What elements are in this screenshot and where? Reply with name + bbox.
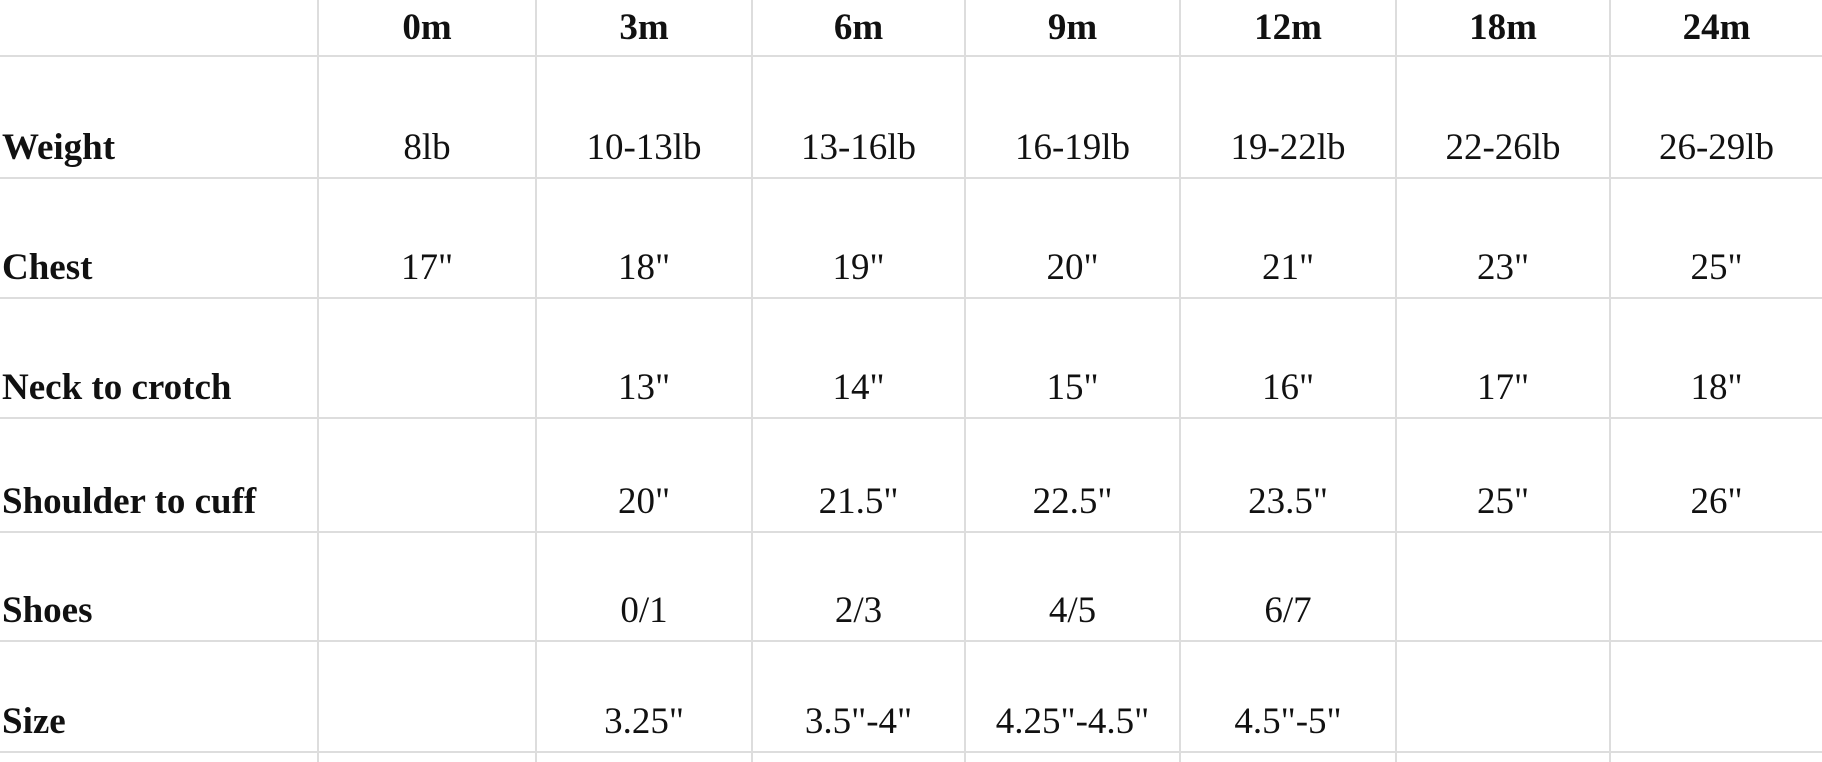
table-cell: 10-13lb: [535, 56, 752, 179]
table-cell: [1395, 532, 1610, 642]
table-cell: 8lb: [317, 56, 536, 179]
column-header-6m: 6m: [751, 0, 965, 57]
table-cell: 25": [1609, 178, 1822, 299]
header-row: 0m 3m 6m 9m 12m 18m 24m: [0, 0, 1822, 57]
table-cell: 21.5": [751, 418, 965, 533]
table-cell: 15": [964, 298, 1180, 419]
table-cell: 17": [317, 178, 536, 299]
table-cell: [1395, 752, 1610, 762]
table-cell: 17": [1395, 298, 1610, 419]
table-cell: [317, 298, 536, 419]
table-cell: [964, 752, 1180, 762]
table-cell: 23.5": [1179, 418, 1396, 533]
table-cell: 2/3: [751, 532, 965, 642]
table-cell: [317, 418, 536, 533]
table-cell: 18": [535, 178, 752, 299]
table-cell: 26": [1609, 418, 1822, 533]
table-cell: 25": [1395, 418, 1610, 533]
table-cell: [1179, 752, 1396, 762]
table-cell: 3.5"-4": [751, 641, 965, 753]
table-cell: 20": [964, 178, 1180, 299]
table-cell: 20": [535, 418, 752, 533]
table-cell: [1609, 532, 1822, 642]
column-header-18m: 18m: [1395, 0, 1610, 57]
table-cell: 14": [751, 298, 965, 419]
table-cell: 4.25"-4.5": [964, 641, 1180, 753]
table-cell: 19": [751, 178, 965, 299]
row-label-weight: Weight: [0, 56, 318, 179]
table-cell: 13": [535, 298, 752, 419]
table-row-weight: Weight 8lb 10-13lb 13-16lb 16-19lb 19-22…: [0, 56, 1822, 179]
column-header-12m: 12m: [1179, 0, 1396, 57]
table-cell: [535, 752, 752, 762]
corner-cell: [0, 0, 318, 57]
table-cell: 16-19lb: [964, 56, 1180, 179]
table-row-shoulder-to-cuff: Shoulder to cuff 20" 21.5" 22.5" 23.5" 2…: [0, 418, 1822, 533]
table-cell: 18": [1609, 298, 1822, 419]
table-cell: 19-22lb: [1179, 56, 1396, 179]
table-row-shoes: Shoes 0/1 2/3 4/5 6/7: [0, 532, 1822, 642]
table-cell: 0/1: [535, 532, 752, 642]
column-header-24m: 24m: [1609, 0, 1822, 57]
row-label-shoes: Shoes: [0, 532, 318, 642]
table-cell: 22-26lb: [1395, 56, 1610, 179]
table-cell: [751, 752, 965, 762]
table-cell: 23": [1395, 178, 1610, 299]
row-label-shoulder-to-cuff: Shoulder to cuff: [0, 418, 318, 533]
table-row-chest: Chest 17" 18" 19" 20" 21" 23" 25": [0, 178, 1822, 299]
table-cell: [1609, 641, 1822, 753]
table-cell: [1395, 641, 1610, 753]
table-row-size: Size 3.25" 3.5"-4" 4.25"-4.5" 4.5"-5": [0, 641, 1822, 753]
row-label-size: Size: [0, 641, 318, 753]
column-header-3m: 3m: [535, 0, 752, 57]
table-cell: 22.5": [964, 418, 1180, 533]
table-cell: 16": [1179, 298, 1396, 419]
table-cell: 21": [1179, 178, 1396, 299]
table-cell: 13-16lb: [751, 56, 965, 179]
table-cell: 6/7: [1179, 532, 1396, 642]
column-header-9m: 9m: [964, 0, 1180, 57]
table-cell: [1609, 752, 1822, 762]
table-cell: 26-29lb: [1609, 56, 1822, 179]
table-row-partial: [0, 752, 1822, 762]
table-cell: 4.5"-5": [1179, 641, 1396, 753]
table-cell: [317, 641, 536, 753]
table-cell: 3.25": [535, 641, 752, 753]
row-label-chest: Chest: [0, 178, 318, 299]
table-row-neck-to-crotch: Neck to crotch 13" 14" 15" 16" 17" 18": [0, 298, 1822, 419]
table-cell: [317, 532, 536, 642]
table-cell: [0, 752, 318, 762]
row-label-neck-to-crotch: Neck to crotch: [0, 298, 318, 419]
table-cell: 4/5: [964, 532, 1180, 642]
column-header-0m: 0m: [317, 0, 536, 57]
table-cell: [317, 752, 536, 762]
